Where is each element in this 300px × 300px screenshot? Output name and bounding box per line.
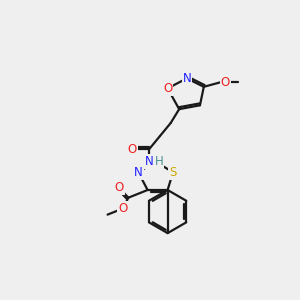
Text: N: N [134, 166, 143, 179]
Text: N: N [182, 72, 191, 85]
Text: O: O [128, 143, 137, 156]
Text: O: O [221, 76, 230, 89]
Text: O: O [115, 181, 124, 194]
Text: O: O [163, 82, 172, 95]
Text: N: N [145, 155, 154, 168]
Text: S: S [169, 166, 177, 179]
Text: H: H [155, 155, 164, 168]
Text: O: O [118, 202, 128, 215]
